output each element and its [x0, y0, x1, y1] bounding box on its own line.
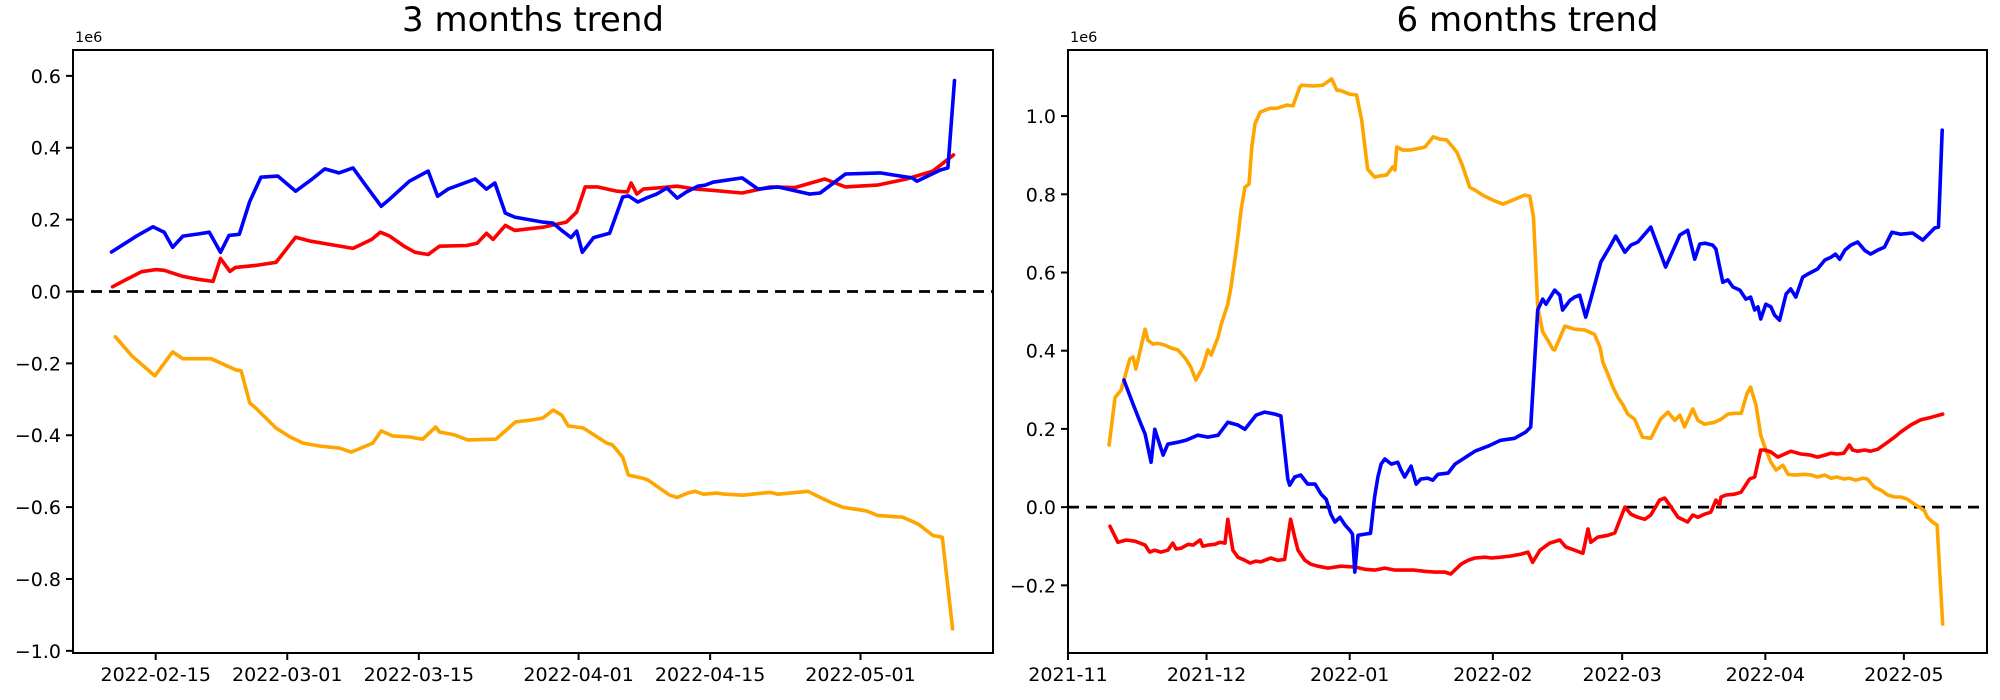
x-tick-label: 2022-04 — [1726, 664, 1805, 686]
series-line-red — [1108, 412, 1945, 576]
y-tick-label: 0.4 — [31, 138, 61, 160]
x-tick-label: 2021-11 — [1028, 664, 1107, 686]
y-tick-label: −0.2 — [15, 353, 61, 375]
right-chart-title: 6 months trend — [1396, 0, 1659, 40]
series-line-orange — [1107, 77, 1945, 626]
y-tick-label: 0.6 — [31, 66, 61, 88]
y-tick-label: −0.8 — [15, 569, 61, 591]
y-tick-label: −0.2 — [1010, 575, 1056, 597]
series-line-blue — [109, 78, 957, 255]
y-tick-label: −0.6 — [15, 497, 61, 519]
series-line-orange — [113, 334, 955, 631]
right-axis-offset-label: 1e6 — [1070, 30, 1098, 46]
x-tick-label: 2022-03 — [1582, 664, 1661, 686]
y-tick-label: 0.8 — [1026, 184, 1056, 206]
x-tick-label: 2022-05 — [1864, 664, 1943, 686]
y-tick-label: 0.2 — [1026, 419, 1056, 441]
x-tick-label: 2022-03-15 — [364, 664, 474, 686]
left-axis-offset-label: 1e6 — [75, 30, 103, 46]
x-tick-label: 2022-04-01 — [523, 664, 633, 686]
x-tick-label: 2022-03-01 — [232, 664, 342, 686]
y-tick-label: 0.0 — [1026, 497, 1056, 519]
y-tick-label: 0.4 — [1026, 341, 1056, 363]
y-tick-label: 0.0 — [31, 281, 61, 303]
x-tick-label: 2022-04-15 — [655, 664, 765, 686]
y-tick-label: 0.6 — [1026, 263, 1056, 285]
y-tick-label: −0.4 — [15, 425, 61, 447]
x-tick-label: 2022-05-01 — [805, 664, 915, 686]
left-chart-title: 3 months trend — [402, 0, 664, 40]
x-tick-label: 2021-12 — [1167, 664, 1246, 686]
y-tick-label: −1.0 — [15, 641, 61, 663]
y-tick-label: 1.0 — [1026, 106, 1056, 128]
series-line-blue — [1122, 128, 1944, 574]
x-tick-label: 2022-01 — [1310, 664, 1389, 686]
y-tick-label: 0.2 — [31, 210, 61, 232]
x-tick-label: 2022-02-15 — [100, 664, 210, 686]
x-tick-label: 2022-02 — [1453, 664, 1532, 686]
axes-frame — [72, 49, 994, 654]
series-line-red — [110, 153, 956, 289]
